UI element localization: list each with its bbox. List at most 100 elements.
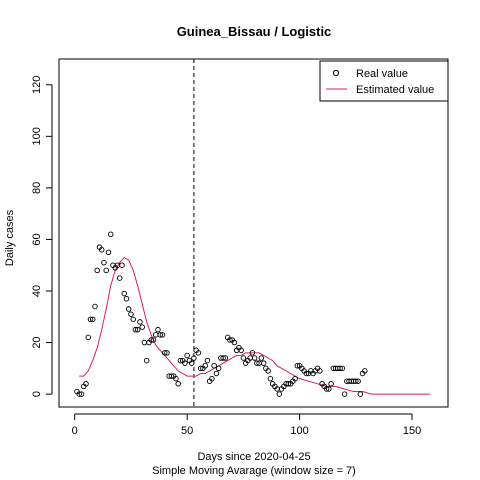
real-value-point	[326, 386, 332, 392]
real-value-point	[76, 391, 82, 397]
real-value-point	[254, 360, 260, 366]
real-value-point	[119, 262, 125, 268]
real-value-point	[177, 357, 184, 364]
y-tick-label: 20	[31, 336, 43, 348]
real-value-point	[152, 332, 159, 338]
real-value-point	[87, 316, 94, 323]
plot-area	[74, 59, 430, 407]
real-value-point	[105, 249, 112, 256]
real-value-point	[211, 363, 217, 369]
real-value-point	[209, 375, 215, 382]
real-value-point	[238, 347, 244, 354]
x-axis-label: Days since 2020-04-25	[197, 451, 310, 463]
y-axis-label: Daily cases	[4, 209, 16, 266]
real-value-point	[139, 324, 145, 330]
real-value-point	[157, 332, 163, 338]
real-value-point	[143, 357, 150, 364]
y-tick-label: 80	[31, 182, 43, 194]
real-value-point	[197, 365, 204, 372]
x-tick-label: 50	[181, 425, 193, 437]
plot-frame	[58, 58, 449, 408]
real-value-point	[222, 355, 229, 361]
real-value-point	[107, 231, 114, 238]
y-tick-label: 60	[31, 233, 43, 245]
real-value-point	[94, 267, 100, 274]
real-value-point	[116, 275, 123, 281]
y-tick-label: 40	[31, 285, 43, 297]
real-value-point	[195, 350, 202, 356]
real-value-point	[337, 365, 343, 372]
real-value-point	[323, 386, 330, 392]
x-axis: 0 50 100 150	[72, 413, 421, 437]
real-value-point	[130, 316, 136, 323]
real-value-point	[78, 391, 85, 397]
real-value-point	[85, 334, 91, 341]
real-value-point	[168, 373, 175, 379]
real-value-point	[353, 378, 359, 384]
real-value-point	[150, 337, 157, 343]
real-value-point	[265, 368, 271, 374]
real-value-point	[215, 365, 222, 372]
real-value-point	[317, 368, 323, 374]
real-value-point	[175, 381, 181, 387]
real-value-point	[164, 350, 170, 356]
real-value-point	[231, 339, 238, 346]
real-value-point	[240, 355, 247, 361]
real-value-point	[191, 355, 197, 361]
y-axis: 0 20 40 60 80 100 120	[31, 76, 53, 397]
chart-subtitle: Simple Moving Avarage (window size = 7)	[152, 465, 356, 477]
real-value-point	[285, 381, 292, 387]
real-value-point	[101, 259, 107, 266]
real-value-point	[249, 350, 256, 356]
real-value-point	[292, 375, 298, 382]
legend-label-estimated: Estimated value	[356, 84, 434, 96]
legend: Real value Estimated value	[319, 60, 449, 102]
real-value-point	[121, 290, 127, 297]
real-value-point	[188, 360, 195, 366]
real-value-point	[184, 352, 190, 359]
real-value-point	[173, 375, 179, 382]
real-value-point	[98, 247, 105, 253]
real-value-point	[213, 370, 220, 377]
real-value-point	[123, 295, 130, 302]
chart-title: Guinea_Bissau / Logistic	[177, 24, 332, 39]
real-value-point	[92, 303, 98, 310]
real-value-point	[258, 355, 265, 361]
estimated-value-line	[79, 256, 430, 395]
real-value-point	[125, 306, 132, 312]
real-value-point	[182, 360, 188, 366]
real-value-point	[339, 365, 346, 372]
real-value-point	[161, 350, 168, 356]
real-value-point	[294, 363, 301, 369]
real-value-point	[260, 360, 267, 366]
real-value-point	[83, 381, 89, 387]
real-value-point	[103, 267, 109, 274]
real-value-point	[155, 326, 161, 333]
real-value-point	[141, 339, 148, 346]
real-value-point	[148, 337, 154, 343]
real-value-point	[89, 316, 96, 323]
legend-label-real: Real value	[356, 68, 408, 80]
real-value-point	[227, 337, 233, 343]
x-tick-label: 150	[403, 425, 421, 437]
real-value-point	[134, 326, 141, 333]
real-value-point	[276, 391, 283, 397]
real-value-point	[204, 357, 211, 364]
real-value-point	[159, 332, 166, 338]
y-tick-label: 100	[31, 127, 43, 145]
real-value-point	[202, 363, 208, 369]
real-value-point	[303, 370, 310, 377]
real-value-point	[128, 311, 134, 317]
real-value-point	[357, 391, 364, 397]
real-value-point	[355, 378, 361, 384]
real-value-point	[251, 355, 258, 361]
real-value-point	[137, 319, 143, 325]
real-value-point	[328, 381, 334, 387]
y-tick-label: 0	[31, 391, 43, 397]
real-value-point	[220, 355, 226, 361]
real-value-point	[132, 326, 139, 333]
real-value-point	[362, 368, 368, 374]
legend-marker-real	[332, 69, 340, 77]
x-tick-label: 100	[290, 425, 308, 437]
